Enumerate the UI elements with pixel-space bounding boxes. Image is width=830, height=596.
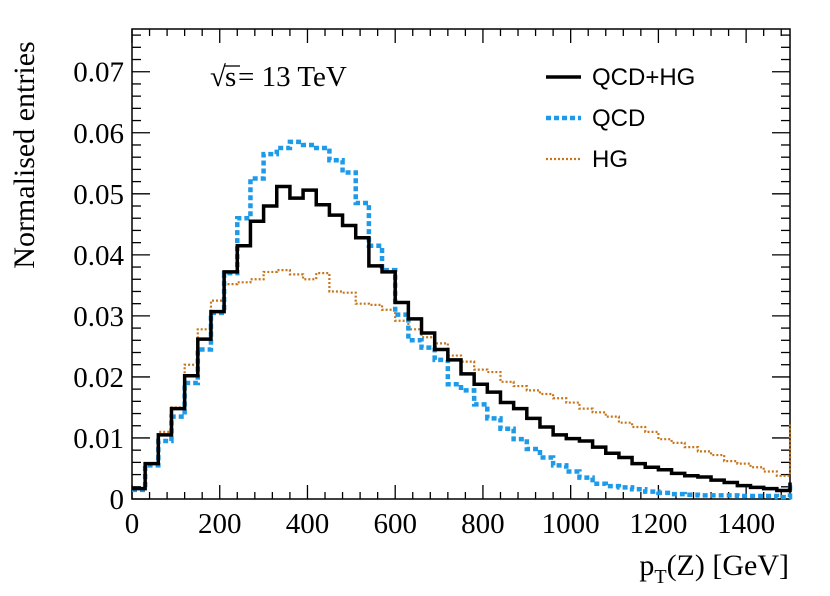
series-hg [132,269,792,490]
sqrt-symbol: √ [210,61,226,93]
y-tick-label: 0.05 [73,179,124,211]
y-tick-label: 0.03 [73,301,124,333]
x-tick-label: 400 [286,508,330,540]
y-tick-label: 0.06 [73,118,124,150]
legend-label: QCD [592,105,645,132]
series-qcd-hg [132,184,792,493]
x-tick-label: 200 [198,508,242,540]
y-tick-label: 0 [110,484,125,516]
series-layer [132,139,793,500]
x-tick-label: 1200 [629,508,687,540]
x-tick-label: 800 [461,508,505,540]
y-tick-label: 0.07 [73,57,124,89]
x-tick-label: 1400 [717,508,775,540]
annotation-s: s [225,61,236,93]
x-tick-label: 1000 [542,508,600,540]
plot-frame [131,28,791,500]
x-axis-title-main: p [639,549,654,582]
x-axis-title-rest: (Z) [GeV] [667,549,789,582]
x-axis-title: pT(Z) [GeV] [639,549,789,588]
legend-label: QCD+HG [592,64,695,91]
tick-labels: 0 200 400 600 800 1000 1200 1400 0 0.01 0.02 0.03 0.… [73,57,775,540]
legend: QCD+HG QCD HG [546,64,695,173]
y-axis-title: Normalised entries [8,41,41,268]
y-tick-label: 0.01 [73,423,124,455]
x-tick-label: 0 [125,508,140,540]
y-tick-label: 0.02 [73,362,124,394]
x-tick-label: 600 [373,508,417,540]
series-qcd [132,139,793,500]
y-tick-label: 0.04 [73,240,124,272]
axis-ticks [131,29,790,500]
legend-label: HG [592,146,628,173]
energy-annotation: √ s = 13 TeV [210,61,347,93]
x-axis-title-sub: T [654,566,666,588]
annotation-value: = 13 TeV [238,61,347,93]
